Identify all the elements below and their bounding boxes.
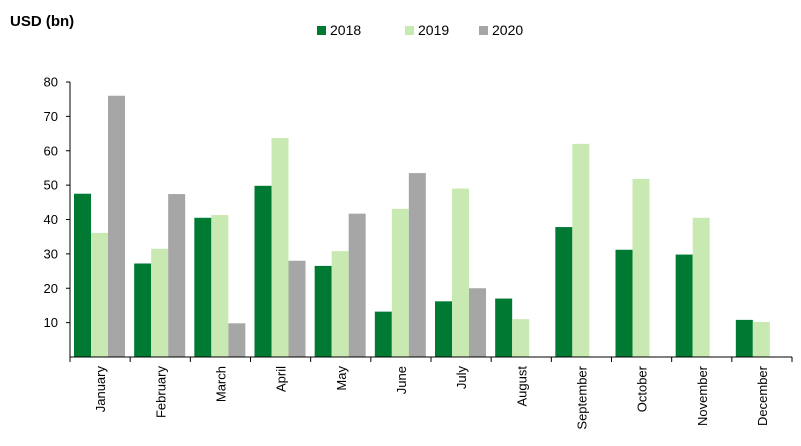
bar-2020-march bbox=[228, 323, 246, 357]
x-category-label-march: March bbox=[213, 366, 228, 402]
bar-2020-may bbox=[348, 213, 366, 357]
y-tick-label-80: 80 bbox=[44, 75, 58, 90]
bar-2018-august bbox=[495, 298, 513, 357]
bar-2018-february bbox=[134, 263, 152, 357]
legend-label-2018: 2018 bbox=[330, 22, 361, 38]
bar-2019-august bbox=[512, 319, 530, 357]
legend-swatch-2020 bbox=[479, 26, 488, 35]
y-tick-label-50: 50 bbox=[44, 178, 58, 193]
x-category-label-april: April bbox=[274, 366, 289, 392]
x-category-label-december: December bbox=[755, 365, 770, 426]
x-category-label-september: September bbox=[574, 365, 589, 429]
bar-2019-january bbox=[91, 232, 108, 357]
x-category-label-august: August bbox=[514, 366, 529, 407]
bar-2018-june bbox=[374, 311, 392, 358]
bar-2018-december bbox=[735, 319, 753, 358]
bar-2020-july bbox=[469, 288, 486, 357]
bar-2019-july bbox=[452, 188, 469, 357]
bar-2019-may bbox=[331, 251, 349, 358]
y-tick-label-40: 40 bbox=[44, 212, 58, 227]
y-axis-unit-label: USD (bn) bbox=[10, 13, 74, 30]
legend-swatch-2019 bbox=[405, 26, 414, 35]
bar-2018-may bbox=[314, 265, 332, 357]
bar-2019-october bbox=[632, 178, 650, 357]
x-category-label-november: November bbox=[695, 365, 710, 426]
bar-2020-april bbox=[288, 260, 306, 357]
bar-2019-march bbox=[211, 215, 229, 357]
bar-2018-january bbox=[74, 193, 91, 357]
x-category-label-january: January bbox=[93, 366, 108, 413]
legend-swatch-2018 bbox=[317, 26, 326, 35]
bar-2018-october bbox=[615, 249, 633, 357]
legend: 2018 2019 2020 bbox=[317, 22, 523, 38]
bar-2020-june bbox=[408, 173, 426, 357]
bar-2020-february bbox=[168, 194, 186, 357]
y-tick-label-20: 20 bbox=[44, 281, 58, 296]
bar-2019-november bbox=[692, 217, 710, 357]
bar-2020-january bbox=[108, 95, 125, 357]
x-category-label-june: June bbox=[394, 366, 409, 394]
bar-2018-july bbox=[435, 301, 452, 357]
x-category-label-july: July bbox=[454, 366, 469, 390]
x-category-label-october: October bbox=[635, 365, 650, 412]
y-tick-label-30: 30 bbox=[44, 246, 58, 261]
x-category-label-february: February bbox=[153, 366, 168, 419]
bar-2019-june bbox=[391, 208, 409, 357]
bar-2018-march bbox=[194, 217, 212, 357]
bar-2018-april bbox=[254, 185, 272, 357]
bar-2019-september bbox=[572, 143, 590, 358]
axes-layer: 10 20 30 40 50 60 70 80 January February March Apri… bbox=[44, 75, 793, 430]
bar-2018-september bbox=[555, 227, 573, 357]
bars-layer bbox=[74, 95, 770, 358]
y-tick-label-60: 60 bbox=[44, 143, 58, 158]
x-category-label-may: May bbox=[334, 366, 349, 391]
bar-2019-december bbox=[752, 321, 770, 357]
bar-2019-february bbox=[151, 248, 169, 357]
bar-2019-april bbox=[271, 138, 289, 357]
legend-label-2020: 2020 bbox=[492, 22, 523, 38]
legend-label-2019: 2019 bbox=[418, 22, 449, 38]
y-tick-label-10: 10 bbox=[44, 315, 58, 330]
bar-2018-november bbox=[675, 254, 693, 357]
y-tick-label-70: 70 bbox=[44, 109, 58, 124]
